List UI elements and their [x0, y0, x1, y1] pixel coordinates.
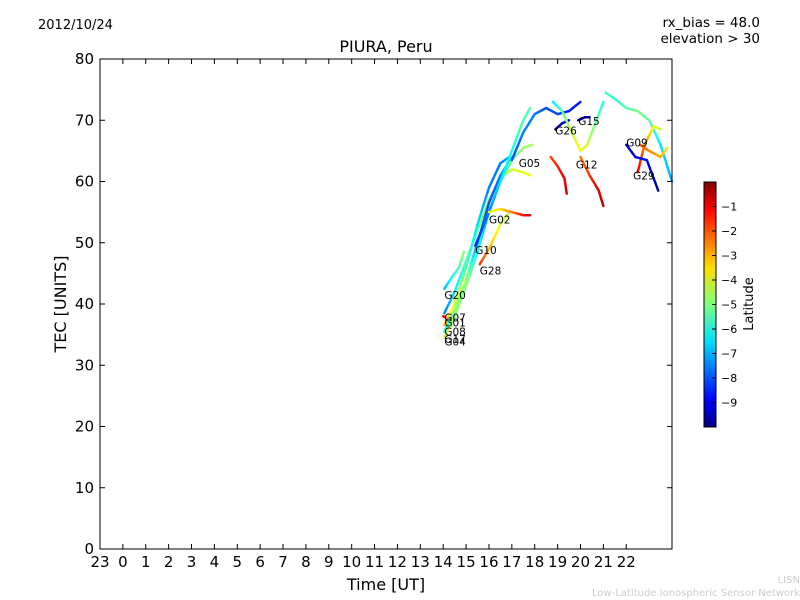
x-tick-label: 10: [342, 553, 361, 571]
footer-line-1: LISN: [777, 575, 800, 586]
y-tick-label: 80: [75, 50, 94, 68]
satellite-label: G20: [444, 290, 466, 302]
plot-frame: [99, 58, 673, 550]
series-g28: [478, 210, 511, 266]
y-tick-label: 40: [75, 295, 94, 313]
colorbar-tick-label: −4: [721, 274, 737, 287]
colorbar-tick-label: −1: [721, 201, 737, 214]
satellite-label: G09: [626, 137, 648, 149]
satellite-label: G29: [633, 170, 655, 182]
series-g29-fall: [625, 143, 660, 192]
x-tick-label: 17: [502, 553, 521, 571]
colorbar-tick-label: −3: [721, 250, 737, 263]
x-tick-label: 14: [434, 553, 453, 571]
x-tick-label: 16: [479, 553, 498, 571]
y-tick-label: 60: [75, 173, 94, 191]
satellite-label: G01: [444, 317, 466, 329]
satellite-label: G02: [489, 214, 511, 226]
y-tick-label: 30: [75, 356, 94, 374]
x-tick-label: 20: [571, 553, 590, 571]
x-tick-label: 7: [278, 553, 288, 571]
x-tick-label: 13: [411, 553, 430, 571]
y-tick-label: 50: [75, 234, 94, 252]
track-segment: [601, 100, 605, 107]
satellite-label: G10: [475, 245, 497, 257]
x-tick-label: 1: [141, 553, 151, 571]
x-tick-label: 22: [617, 553, 636, 571]
series-g10: [474, 106, 532, 248]
satellite-label: G07: [444, 312, 466, 324]
y-tick-label: 20: [75, 418, 94, 436]
footer-line-2: Low-Latitude Ionospheric Sensor Network: [592, 588, 800, 599]
colorbar-tick-label: −5: [721, 299, 737, 312]
colorbar-tick-label: −6: [721, 323, 737, 336]
colorbar-tick-label: −8: [721, 372, 737, 385]
x-tick-label: 5: [233, 553, 243, 571]
track-segment: [577, 100, 582, 105]
y-axis: 0 10 20 30 40 50 60 70 80: [75, 50, 672, 558]
satellite-label: G05: [519, 158, 541, 170]
track-segment: [665, 146, 669, 151]
date-label: 2012/10/24: [38, 18, 113, 33]
series-g01: [442, 315, 447, 319]
x-tick-label: 19: [548, 553, 567, 571]
x-tick-label: 4: [210, 553, 220, 571]
colorbar-ticks: −1 −2 −3 −4 −5 −6 −7 −8 −9: [712, 201, 737, 410]
series-g12: [551, 100, 605, 153]
x-tick-label: 3: [187, 553, 197, 571]
x-axis-label: Time [UT]: [346, 575, 425, 594]
satellite-label: G15: [578, 116, 600, 128]
colorbar-label: Latitude: [742, 277, 757, 331]
elevation-label: elevation > 30: [660, 31, 760, 47]
y-axis-label: TEC [UNITS]: [51, 256, 70, 354]
series-g09-orange: [638, 143, 669, 159]
x-tick-label: 9: [324, 553, 334, 571]
satellite-label: G12: [576, 159, 598, 171]
y-tick-label: 70: [75, 111, 94, 129]
series-g02: [487, 207, 532, 217]
satellite-label: G26: [555, 126, 577, 138]
x-tick-label: 0: [118, 553, 128, 571]
track-segment: [509, 155, 514, 161]
x-tick-label: 2: [164, 553, 174, 571]
footer-credit: LISN Low-Latitude Ionospheric Sensor Net…: [592, 574, 800, 600]
track-segment: [528, 106, 532, 111]
y-tick-label: 0: [84, 540, 94, 558]
series-g05: [510, 100, 582, 162]
track-segment: [655, 185, 660, 192]
chart-title: PIURA, Peru: [339, 37, 432, 56]
track-segment: [462, 250, 465, 256]
satellite-label: G08: [444, 327, 466, 339]
x-tick-label: 15: [457, 553, 476, 571]
series-g12-tail: [579, 155, 605, 208]
satellite-label: G17: [444, 334, 466, 346]
x-tick-label: 21: [594, 553, 613, 571]
colorbar-tick-label: −2: [721, 225, 737, 238]
series-g12-fall: [549, 155, 568, 195]
x-tick-label: 8: [301, 553, 311, 571]
colorbar-tick-label: −7: [721, 348, 737, 361]
satellite-label: G04: [444, 336, 466, 348]
x-axis: 23 0 1 2 3 4 5 6 7 8 9 10 11 12 13 14 15 16 17 18 19 20 21 22: [90, 59, 636, 571]
series-g15: [576, 115, 591, 122]
colorbar-tick-label: −9: [721, 397, 737, 410]
receiver-info: rx_bias = 48.0 elevation > 30: [660, 15, 760, 47]
rx-bias-label: rx_bias = 48.0: [662, 15, 760, 31]
x-tick-label: 18: [525, 553, 544, 571]
x-tick-label: 6: [255, 553, 265, 571]
x-tick-label: 12: [388, 553, 407, 571]
series-g04: [443, 143, 534, 339]
satellite-label: G28: [480, 265, 502, 277]
y-tick-label: 10: [75, 479, 94, 497]
x-tick-label: 11: [365, 553, 384, 571]
series-g20: [443, 250, 465, 290]
track-segment: [601, 202, 605, 208]
data-layer: [442, 91, 674, 339]
x-tick-label: 23: [90, 553, 109, 571]
